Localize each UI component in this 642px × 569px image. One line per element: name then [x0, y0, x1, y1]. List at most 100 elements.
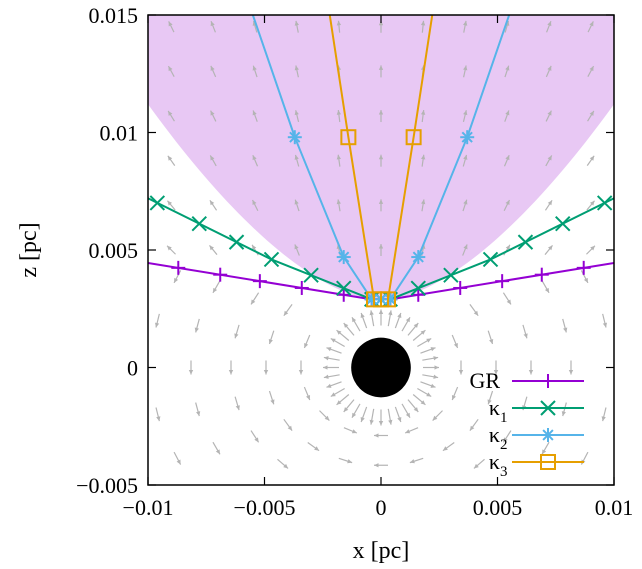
velocity-arrow [252, 65, 258, 78]
y-tick-label: 0.01 [100, 121, 139, 146]
velocity-arrow [409, 457, 424, 464]
series-marker [379, 291, 396, 308]
series-marker [294, 280, 309, 295]
velocity-arrow [541, 280, 550, 294]
velocity-arrow [412, 394, 426, 406]
velocity-arrow [473, 458, 485, 469]
velocity-arrow [442, 441, 455, 452]
x-tick-label: −0.005 [234, 495, 296, 520]
velocity-arrow [210, 65, 217, 78]
velocity-arrow [173, 451, 182, 465]
series-marker [252, 274, 267, 289]
velocity-arrow [212, 441, 221, 455]
series-line [328, 15, 375, 300]
velocity-arrow [545, 65, 552, 78]
series-marker [482, 251, 499, 268]
velocity-arrow [561, 402, 567, 417]
velocity-arrow [336, 20, 342, 33]
velocity-arrow [228, 360, 234, 375]
series-κ3 [328, 15, 434, 308]
velocity-arrow [502, 292, 512, 305]
y-tick-label: −0.005 [76, 473, 138, 498]
velocity-arrow [330, 387, 345, 398]
series-marker [443, 267, 459, 283]
velocity-arrow [374, 463, 388, 468]
velocity-arrow [502, 430, 512, 443]
series-marker [534, 267, 549, 282]
legend-label: κ [489, 449, 500, 474]
series-line [251, 15, 373, 300]
velocity-arrow [338, 457, 353, 464]
velocity-arrow [601, 407, 607, 422]
velocity-arrow [378, 154, 384, 167]
velocity-arrow [487, 330, 494, 345]
velocity-arrow [522, 324, 528, 339]
velocity-arrow [167, 155, 176, 166]
velocity-arrow [568, 360, 574, 375]
velocity-arrow [420, 381, 436, 388]
velocity-arrow [283, 418, 293, 431]
velocity-arrow [378, 244, 384, 256]
series-marker [405, 129, 422, 146]
x-tick-label: −0.01 [123, 495, 174, 520]
x-tick-label: 0 [376, 495, 387, 520]
velocity-arrow [458, 360, 464, 375]
velocity-arrow [336, 329, 350, 341]
velocity-arrow [587, 65, 595, 77]
series-GR [148, 260, 614, 307]
velocity-arrow [493, 360, 499, 375]
velocity-arrow [394, 406, 402, 423]
legend-label-subscript: 2 [500, 437, 508, 453]
y-tick-label: 0.015 [89, 3, 139, 28]
velocity-arrow [462, 199, 468, 212]
velocity-arrow [336, 110, 342, 123]
velocity-arrow [422, 374, 439, 379]
velocity-arrow [294, 110, 300, 123]
velocity-arrow [602, 313, 608, 328]
velocity-arrow [326, 347, 342, 354]
velocity-arrow [412, 329, 426, 341]
velocity-arrow [369, 310, 375, 327]
velocity-arrow [407, 399, 419, 413]
velocity-arrow [294, 20, 299, 33]
velocity-arrow [504, 65, 510, 78]
series-marker [336, 287, 351, 302]
velocity-arrow [420, 154, 426, 167]
x-axis-title: x [pc] [353, 538, 410, 564]
velocity-arrow [330, 337, 345, 348]
velocity-arrow [167, 110, 175, 122]
velocity-arrow [194, 318, 200, 333]
velocity-arrow [417, 337, 432, 348]
velocity-arrow [422, 356, 439, 361]
y-tick-label: 0 [127, 356, 138, 381]
velocity-arrow [545, 155, 553, 167]
velocity-arrow [252, 110, 258, 122]
velocity-arrow [487, 390, 494, 405]
series-marker [453, 280, 468, 295]
velocity-arrow [336, 394, 350, 406]
velocity-field [154, 20, 608, 469]
velocity-arrow [394, 312, 402, 329]
velocity-arrow [343, 399, 355, 413]
velocity-arrow [351, 403, 361, 419]
series-marker [555, 215, 571, 232]
velocity-arrow [234, 324, 240, 339]
series-marker [149, 195, 166, 211]
velocity-arrow [387, 310, 393, 327]
velocity-arrow [268, 330, 275, 345]
series-marker [191, 215, 207, 232]
series-marker [411, 287, 426, 302]
velocity-arrow [268, 390, 275, 405]
velocity-arrow [154, 313, 160, 328]
velocity-arrow [562, 318, 568, 333]
x-tick-label: 0.01 [595, 495, 634, 520]
velocity-arrow [210, 110, 217, 122]
velocity-arrow [166, 245, 176, 255]
series-marker [213, 267, 228, 282]
series-marker [287, 130, 302, 145]
velocity-arrow [336, 154, 342, 167]
y-axis-title: z [pc] [16, 222, 42, 277]
series-marker [336, 280, 352, 296]
